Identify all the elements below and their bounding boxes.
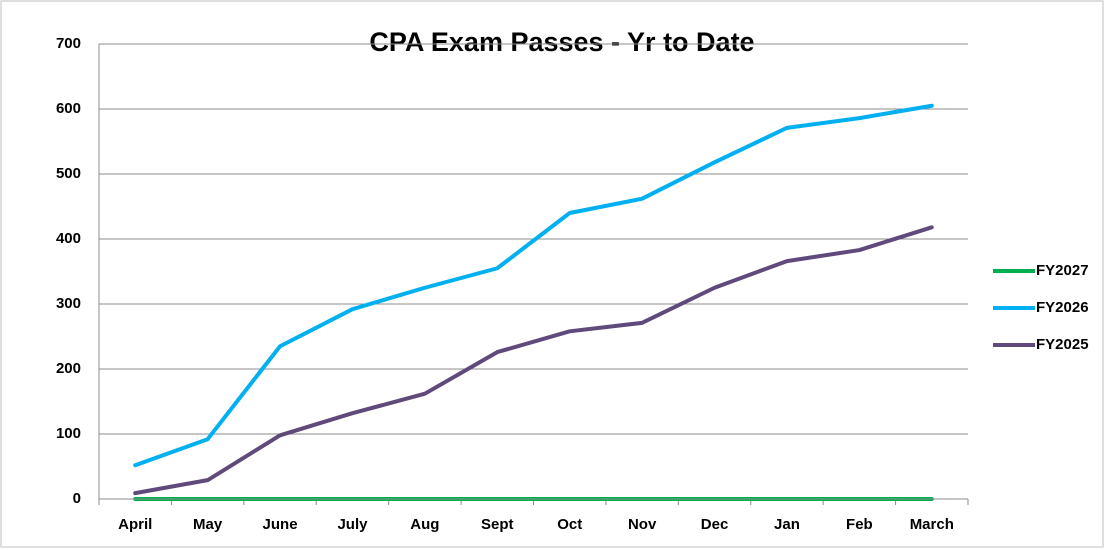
chart-title: CPA Exam Passes - Yr to Date — [369, 27, 754, 57]
legend-label: FY2027 — [1036, 262, 1089, 279]
x-tick-label: Nov — [628, 516, 657, 533]
x-tick-label: June — [263, 516, 298, 533]
x-tick-label: Sept — [481, 516, 514, 533]
y-tick-label: 0 — [73, 490, 81, 507]
line-series — [133, 103, 934, 468]
x-tick-label: July — [337, 516, 368, 533]
x-tick-label: April — [118, 516, 152, 533]
x-tick-label: March — [910, 516, 954, 533]
x-tick-label: Dec — [701, 516, 729, 533]
legend-label: FY2025 — [1036, 336, 1089, 353]
x-tick-label: Feb — [846, 516, 873, 533]
x-tick-label: Aug — [410, 516, 439, 533]
x-tick-label: Jan — [774, 516, 800, 533]
y-tick-label: 600 — [56, 100, 81, 117]
y-tick-label: 500 — [56, 165, 81, 182]
legend-label: FY2026 — [1036, 299, 1089, 316]
line-series — [133, 225, 934, 496]
y-tick-label: 200 — [56, 360, 81, 377]
x-tick-label: May — [193, 516, 223, 533]
y-tick-label: 100 — [56, 425, 81, 442]
y-tick-label: 300 — [56, 295, 81, 312]
y-tick-label: 700 — [56, 35, 81, 52]
x-tick-label: Oct — [557, 516, 582, 533]
y-tick-label: 400 — [56, 230, 81, 247]
